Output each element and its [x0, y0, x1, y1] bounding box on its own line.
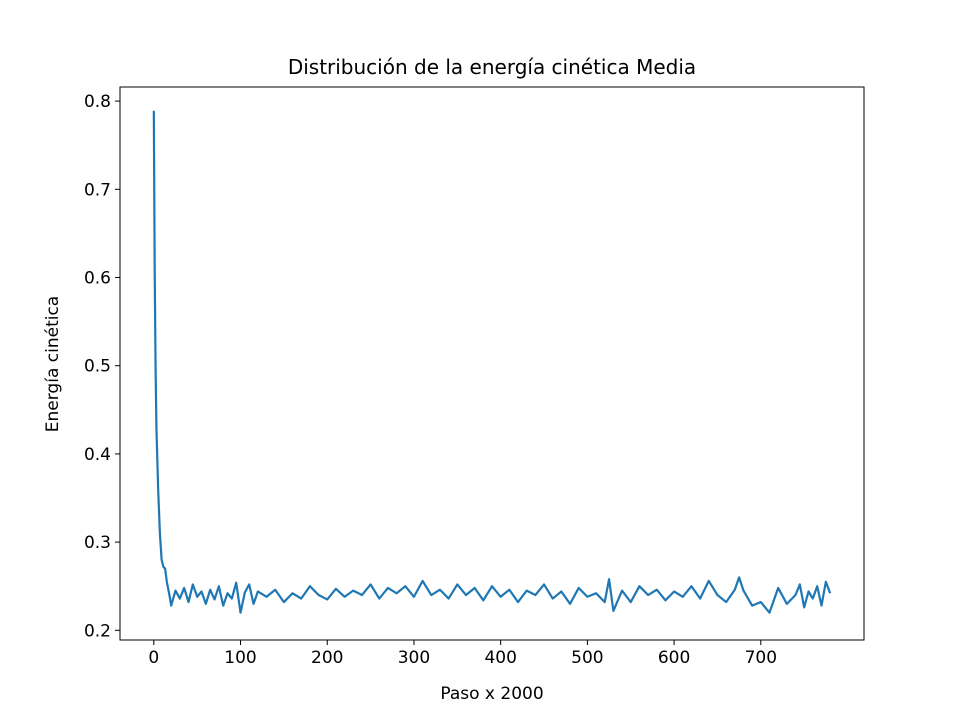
chart-title: Distribución de la energía cinética Medi… [288, 55, 696, 79]
plot-frame [119, 86, 865, 641]
x-axis-label: Paso x 2000 [440, 684, 543, 704]
y-tick-label: 0.6 [84, 269, 111, 289]
y-tick-label: 0.3 [84, 533, 111, 553]
x-tick-label: 300 [398, 648, 430, 668]
x-tick-label: 500 [571, 648, 603, 668]
y-tick-label: 0.5 [84, 357, 111, 377]
x-tick-label: 100 [224, 648, 256, 668]
y-tick-label: 0.7 [84, 180, 111, 200]
y-tick-label: 0.8 [84, 92, 111, 112]
y-tick-label: 0.2 [84, 621, 111, 641]
y-axis-label: Energía cinética [43, 296, 63, 432]
x-tick-label: 200 [311, 648, 343, 668]
x-tick-label: 400 [484, 648, 516, 668]
y-tick-label: 0.4 [84, 445, 111, 465]
x-tick-label: 700 [745, 648, 777, 668]
line-series [152, 110, 832, 614]
x-tick-label: 0 [148, 648, 159, 668]
x-tick-label: 600 [658, 648, 690, 668]
